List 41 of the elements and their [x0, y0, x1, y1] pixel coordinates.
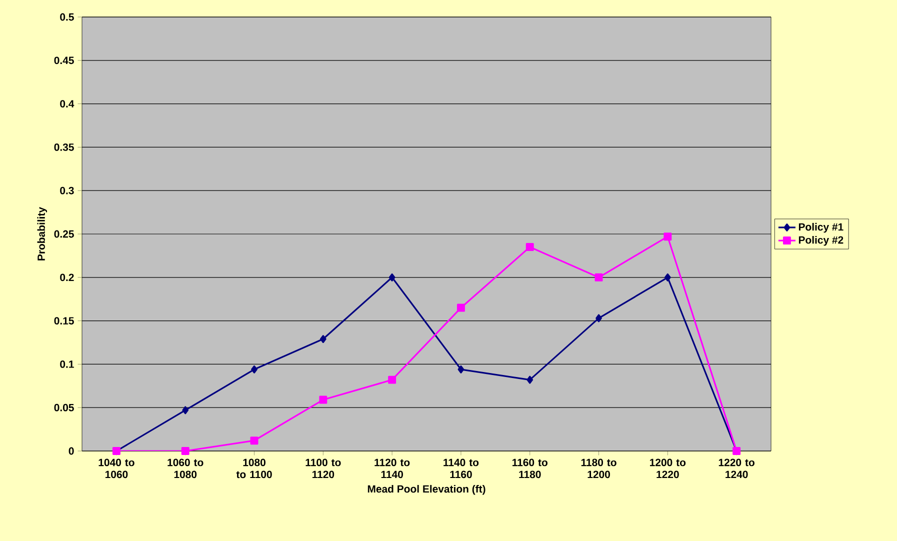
y-tick-label: 0.05	[54, 404, 74, 412]
legend-label: Policy #1	[798, 222, 844, 233]
legend-label: Policy #2	[798, 236, 844, 246]
point	[526, 376, 534, 384]
point	[388, 376, 396, 384]
point	[526, 243, 534, 252]
x-tick-label: 1160 to 1180	[512, 458, 548, 478]
point	[181, 447, 190, 455]
x-tick-label: 1100 to 1120	[306, 458, 341, 478]
point	[664, 232, 672, 241]
y-tick-label: 0.5	[60, 13, 74, 21]
x-tick-label: 1200 to 1220	[650, 458, 686, 478]
x-tick-label: 1040 to 1060	[98, 458, 134, 478]
x-tick-label: 1220 to 1240	[718, 458, 754, 478]
point	[456, 304, 465, 312]
y-tick-label: 0.35	[54, 143, 74, 151]
point	[388, 273, 396, 282]
point	[594, 273, 603, 282]
point	[250, 436, 258, 445]
x-tick-label: 1140 to 1160	[444, 458, 479, 478]
point	[458, 365, 464, 374]
x-tick-label: 1120 to 1140	[374, 458, 410, 478]
y-tick-label: 0.4	[60, 100, 74, 108]
y-tick-label: 0.45	[54, 56, 74, 64]
x-tick-label: 1060 to 1080	[168, 458, 204, 478]
y-axis-title: Probability	[37, 207, 48, 260]
y-tick-label: 0.2	[60, 274, 74, 282]
point	[320, 335, 326, 344]
point	[182, 406, 189, 414]
y-tick-label: 0.15	[54, 317, 74, 325]
y-tick-label: 0.25	[54, 230, 74, 238]
x-tick-label: 1080 to 1100	[236, 458, 272, 478]
x-axis-title: Mead Pool Elevation (ft)	[368, 484, 486, 495]
point	[251, 365, 258, 374]
point	[319, 396, 328, 404]
point	[664, 273, 671, 282]
y-tick-label: 0.1	[60, 360, 74, 368]
x-tick-label: 1180 to 1200	[581, 458, 616, 478]
y-tick-label: 0	[68, 447, 74, 455]
y-tick-label: 0.3	[60, 186, 74, 194]
point	[596, 314, 602, 322]
